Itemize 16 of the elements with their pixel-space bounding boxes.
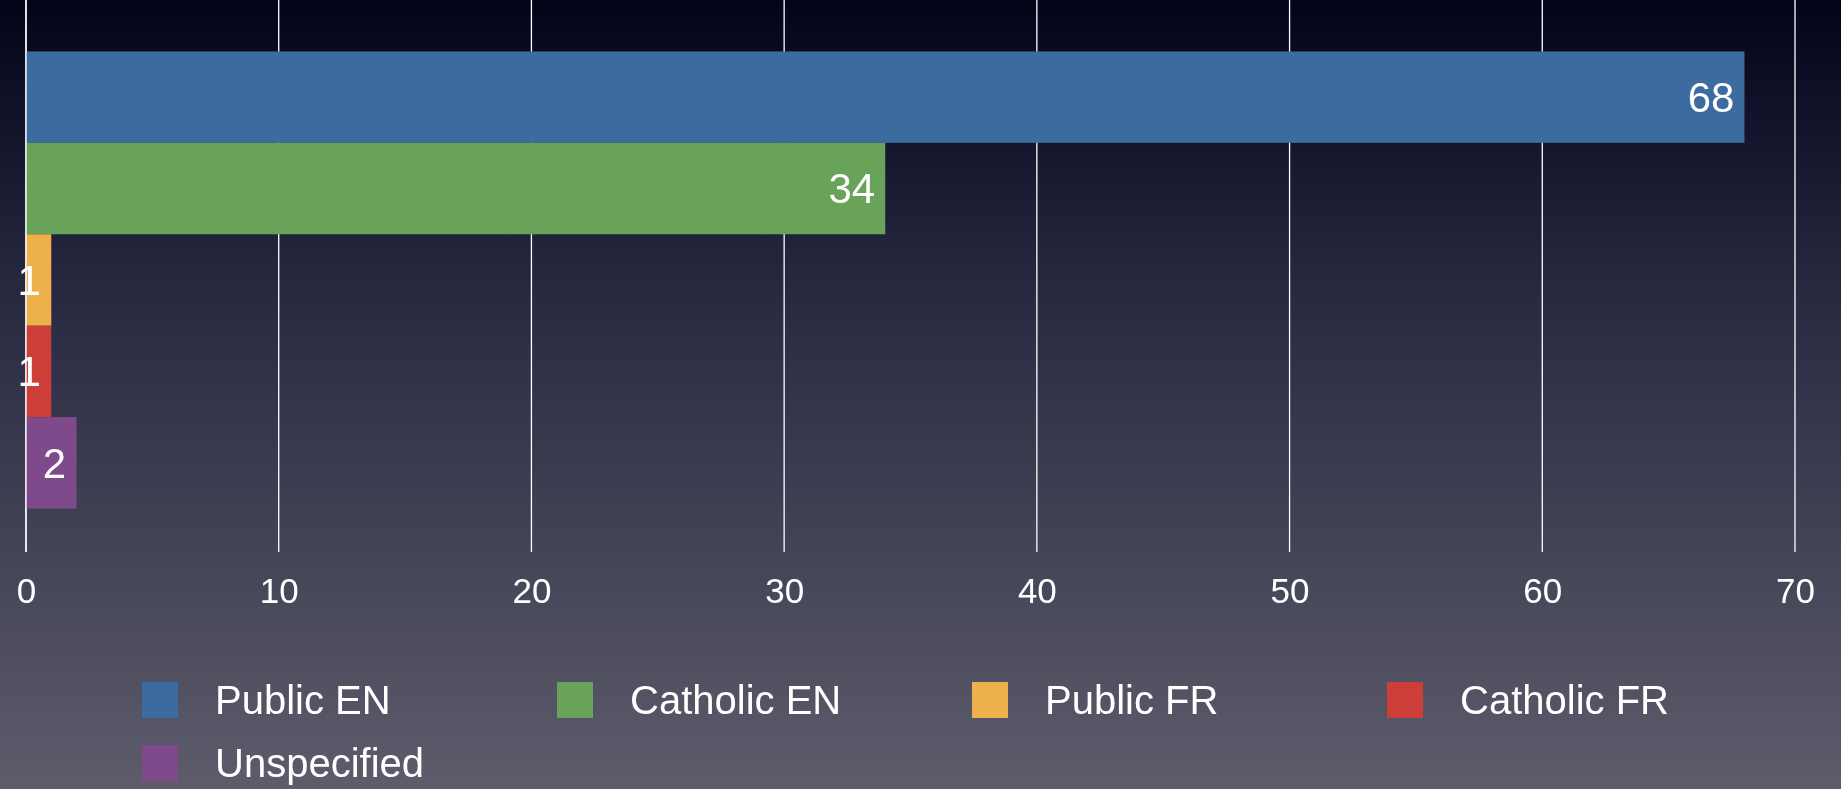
legend-label: Catholic EN bbox=[630, 678, 842, 722]
x-tick-label: 50 bbox=[1270, 570, 1310, 610]
x-tick-label: 60 bbox=[1523, 570, 1563, 610]
data-label: 2 bbox=[42, 439, 67, 487]
data-label: 34 bbox=[828, 165, 876, 213]
legend-label: Catholic FR bbox=[1460, 678, 1669, 722]
x-tick-label: 20 bbox=[512, 570, 552, 610]
legend-label: Public EN bbox=[215, 678, 391, 722]
legend-label: Public FR bbox=[1045, 678, 1219, 722]
x-tick-label: 10 bbox=[259, 570, 299, 610]
x-tick-label: 0 bbox=[16, 570, 37, 610]
x-tick-label: 40 bbox=[1017, 570, 1057, 610]
x-tick-label: 70 bbox=[1776, 570, 1815, 610]
x-tick-label: 30 bbox=[765, 570, 805, 610]
legend-label: Unspecified bbox=[215, 741, 425, 785]
data-label: 68 bbox=[1687, 73, 1735, 121]
